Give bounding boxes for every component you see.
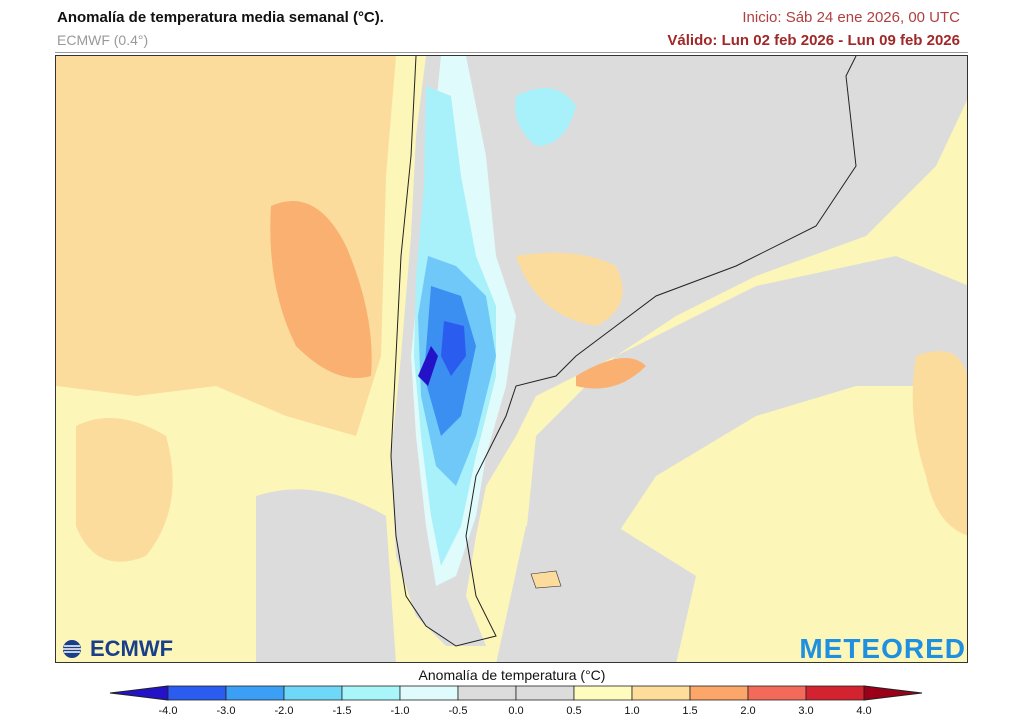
colorbar-tick-label: -2.0 — [274, 705, 294, 717]
map-canvas — [56, 56, 967, 662]
colorbar-tick-label: 1.5 — [682, 705, 698, 717]
colorbar-segment — [689, 685, 749, 701]
colorbar-tick-label: 0.5 — [566, 705, 582, 717]
meteored-logo: METEORED — [799, 633, 966, 664]
model-label: ECMWF (0.4°) — [57, 32, 149, 48]
colorbar-tick-label: -1.5 — [332, 705, 352, 717]
colorbar-segment — [283, 685, 343, 701]
colorbar-tick-label: 3.0 — [798, 705, 814, 717]
colorbar-segment — [225, 685, 285, 701]
neutral-anomaly-atlantic — [526, 256, 967, 536]
anomaly-map — [55, 55, 968, 663]
valid-period: Válido: Lun 02 feb 2026 - Lun 09 feb 202… — [667, 32, 960, 49]
colorbar-tick-label: 4.0 — [856, 705, 872, 717]
neutral-anomaly-south-pacific — [256, 489, 396, 662]
colorbar-segment — [341, 685, 401, 701]
ecmwf-logo: ECMWF — [58, 636, 173, 662]
colorbar-segment — [399, 685, 459, 701]
ecmwf-globe-icon — [63, 640, 81, 658]
colorbar-tick-label: 1.0 — [624, 705, 640, 717]
init-time: Inicio: Sáb 24 ene 2026, 00 UTC — [742, 9, 960, 26]
colorbar-segment — [515, 685, 575, 701]
colorbar-tick-label: -0.5 — [448, 705, 468, 717]
colorbar-tick-label: -1.0 — [390, 705, 410, 717]
map-title: Anomalía de temperatura media semanal (°… — [57, 9, 384, 26]
colorbar-tick-label: -3.0 — [216, 705, 236, 717]
colorbar — [109, 685, 923, 701]
colorbar-segment — [747, 685, 807, 701]
warm-anomaly-atlantic — [912, 351, 967, 536]
falkland-islands — [530, 570, 562, 589]
colorbar-tick-label: 2.0 — [740, 705, 756, 717]
colorbar-title: Anomalía de temperatura (°C) — [418, 667, 606, 683]
colorbar-tick-label: 0.0 — [508, 705, 524, 717]
colorbar-segment — [457, 685, 517, 701]
colorbar-segment — [805, 685, 865, 701]
header-divider — [55, 52, 968, 53]
ecmwf-logo-text: ECMWF — [90, 636, 174, 661]
land-neutral — [391, 56, 967, 646]
colorbar-tick-label: -4.0 — [158, 705, 178, 717]
colorbar-under-arrow — [109, 685, 169, 701]
colorbar-segment — [631, 685, 691, 701]
colorbar-over-arrow — [863, 685, 923, 701]
colorbar-segment — [573, 685, 633, 701]
colorbar-segment — [167, 685, 227, 701]
hot-anomaly-pacific — [270, 201, 372, 378]
coastline — [390, 56, 857, 647]
